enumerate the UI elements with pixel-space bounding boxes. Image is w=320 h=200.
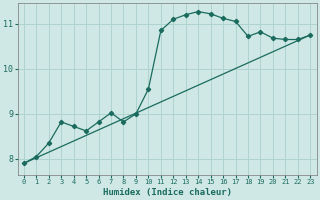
- X-axis label: Humidex (Indice chaleur): Humidex (Indice chaleur): [103, 188, 232, 197]
